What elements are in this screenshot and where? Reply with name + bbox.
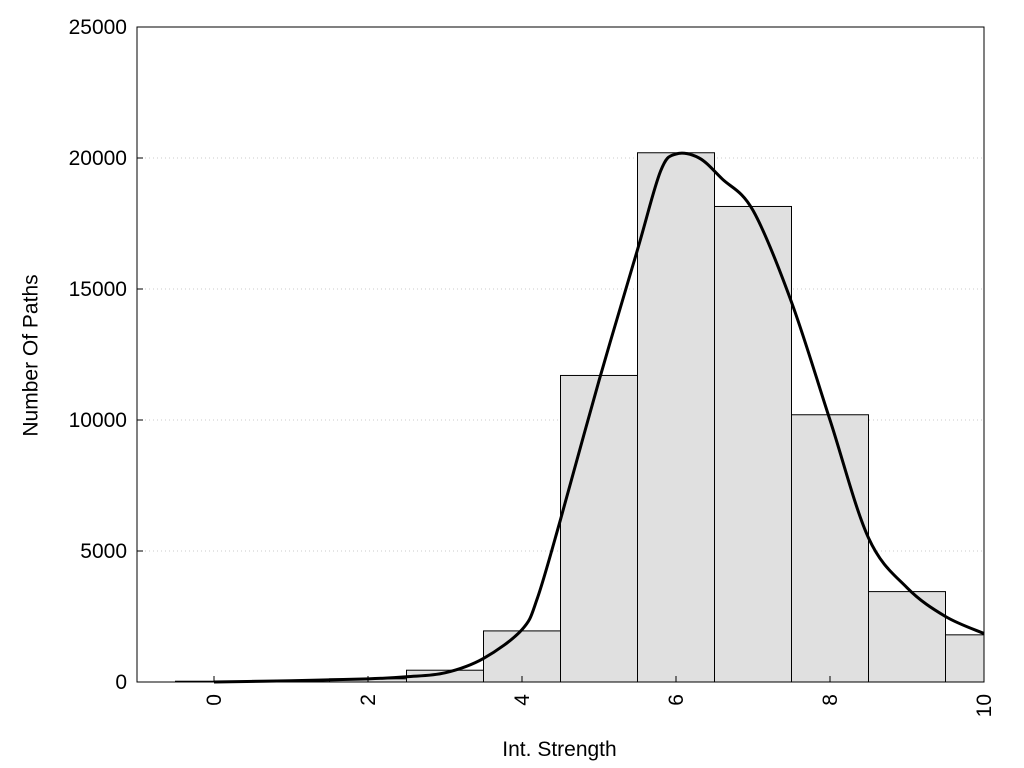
x-tick-label: 0 bbox=[203, 694, 226, 706]
density-curve bbox=[213, 151, 985, 684]
x-tick-label: 6 bbox=[665, 694, 688, 706]
y-axis: 0 5000 10000 15000 20000 25000 bbox=[69, 16, 143, 694]
y-tick-label: 20000 bbox=[69, 147, 127, 170]
bar bbox=[945, 634, 985, 683]
plot-frame bbox=[136, 26, 985, 683]
bars bbox=[175, 152, 985, 683]
bar bbox=[791, 414, 869, 683]
bar bbox=[483, 630, 561, 683]
x-tick-label: 10 bbox=[973, 694, 996, 717]
y-tick-label: 25000 bbox=[69, 16, 127, 39]
bar bbox=[560, 374, 638, 683]
y-axis-label: Number Of Paths bbox=[20, 274, 43, 436]
x-axis-label: Int. Strength bbox=[502, 738, 616, 761]
x-tick-label: 2 bbox=[357, 694, 380, 706]
x-tick-label: 4 bbox=[511, 694, 534, 706]
y-tick-label: 10000 bbox=[69, 409, 127, 432]
y-tick-label: 5000 bbox=[80, 540, 127, 563]
density-curve-layer bbox=[213, 151, 985, 684]
bar bbox=[714, 205, 792, 683]
y-tick-label: 15000 bbox=[69, 278, 127, 301]
bar bbox=[637, 152, 715, 683]
x-tick-label: 8 bbox=[819, 694, 842, 706]
x-axis: 0 2 4 6 8 10 bbox=[203, 676, 996, 717]
y-tick-label: 0 bbox=[115, 671, 127, 694]
bar bbox=[868, 591, 946, 683]
